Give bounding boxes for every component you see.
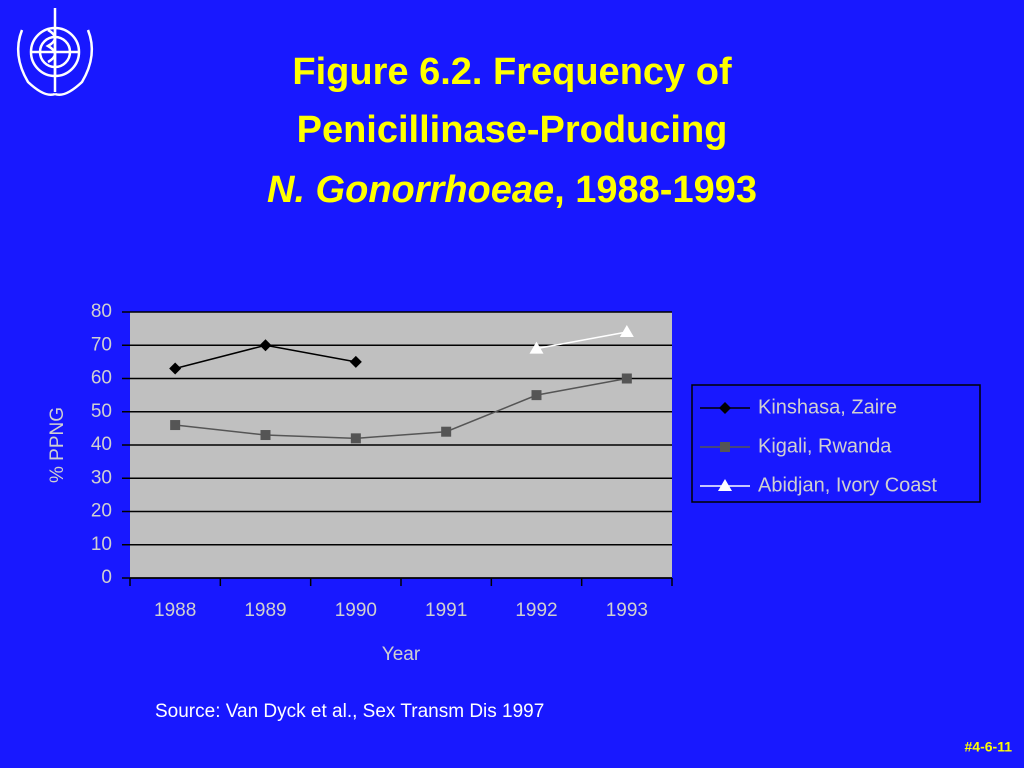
marker [350,433,361,444]
y-tick-label: 20 [91,501,112,522]
source: Source: Van Dyck et al., Sex Transm Dis … [155,701,544,722]
y-tick-label: 40 [91,434,112,455]
x-axis-label: Year [382,644,421,665]
marker [260,430,271,441]
x-tick-label: 1989 [244,600,286,621]
y-tick-label: 80 [91,301,112,322]
marker [349,355,362,368]
x-tick-label: 1993 [606,600,648,621]
marker [720,442,730,452]
title-line: N. Gonorrhoeae, 1988-1993 [267,169,757,211]
who-logo [16,8,94,96]
y-tick-label: 30 [91,467,112,488]
legend-label: Abidjan, Ivory Coast [758,474,937,496]
series-line [175,377,627,440]
marker [170,420,181,431]
title-line: Penicillinase-Producing [297,109,728,151]
x-tick-label: 1992 [515,600,557,621]
legend-label: Kinshasa, Zaire [758,396,897,418]
marker [619,324,634,337]
y-tick-label: 60 [91,368,112,389]
marker [621,373,632,384]
y-tick-label: 50 [91,401,112,422]
y-tick-label: 70 [91,334,112,355]
marker [529,341,544,354]
marker [441,426,452,437]
marker [718,479,732,491]
marker [259,339,272,352]
x-tick-label: 1990 [335,600,377,621]
legend-box [691,384,981,503]
y-tick-label: 10 [91,534,112,555]
x-tick-label: 1988 [154,600,196,621]
legend-label: Kigali, Rwanda [758,435,892,457]
marker [531,390,542,401]
title-line: Figure 6.2. Frequency of [292,51,732,93]
y-tick-label: 0 [101,567,112,588]
x-tick-label: 1991 [425,600,467,621]
y-axis-label: % PPNG [47,407,68,483]
title-species: N. Gonorrhoeae [267,169,554,211]
slide-number: #4-6-11 [965,739,1013,755]
marker [169,362,182,375]
marker [719,402,731,414]
title-years: , 1988-1993 [554,169,757,211]
series-line [536,331,627,350]
